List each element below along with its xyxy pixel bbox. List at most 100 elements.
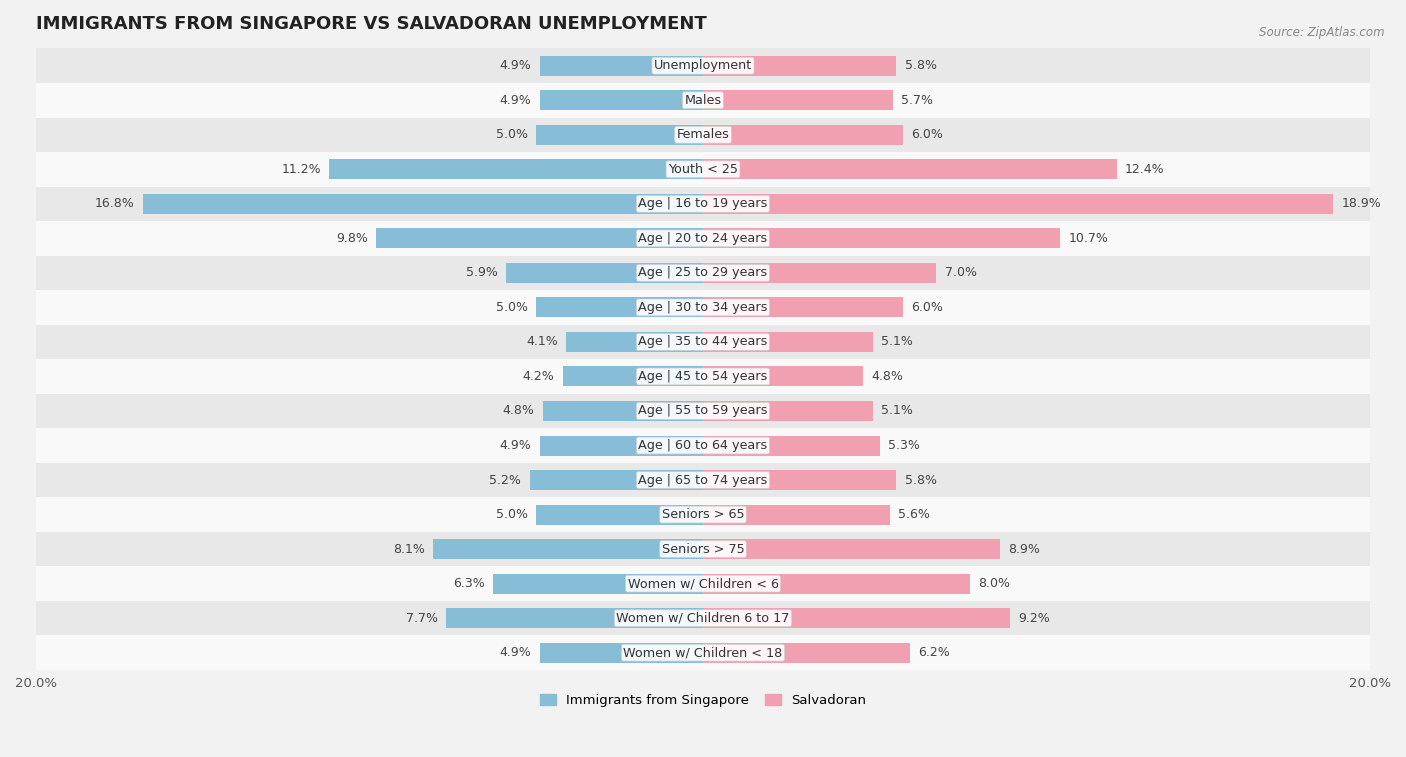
Bar bbox=[0, 48, 1406, 83]
Bar bbox=[0, 256, 1406, 290]
Bar bbox=[703, 194, 1333, 213]
Text: 11.2%: 11.2% bbox=[281, 163, 321, 176]
Bar bbox=[703, 401, 873, 421]
Bar bbox=[0, 325, 1406, 359]
Text: Women w/ Children < 18: Women w/ Children < 18 bbox=[623, 646, 783, 659]
Text: 8.0%: 8.0% bbox=[979, 577, 1010, 590]
Text: 8.9%: 8.9% bbox=[1008, 543, 1040, 556]
Text: 9.8%: 9.8% bbox=[336, 232, 368, 245]
Text: Males: Males bbox=[685, 94, 721, 107]
Text: 6.0%: 6.0% bbox=[911, 128, 943, 142]
Bar bbox=[703, 263, 936, 283]
Text: 4.1%: 4.1% bbox=[526, 335, 558, 348]
Bar bbox=[703, 229, 1060, 248]
Text: 6.2%: 6.2% bbox=[918, 646, 950, 659]
Text: Age | 16 to 19 years: Age | 16 to 19 years bbox=[638, 198, 768, 210]
Bar bbox=[0, 83, 1406, 117]
Text: 7.0%: 7.0% bbox=[945, 266, 977, 279]
Text: 5.8%: 5.8% bbox=[905, 59, 936, 72]
Bar bbox=[0, 532, 1406, 566]
Text: 4.8%: 4.8% bbox=[503, 404, 534, 418]
Bar bbox=[703, 505, 890, 525]
Bar bbox=[540, 56, 703, 76]
Bar bbox=[0, 566, 1406, 601]
Text: 4.8%: 4.8% bbox=[872, 370, 903, 383]
Bar bbox=[329, 159, 703, 179]
Text: 7.7%: 7.7% bbox=[406, 612, 437, 625]
Bar bbox=[543, 401, 703, 421]
Text: Seniors > 65: Seniors > 65 bbox=[662, 508, 744, 521]
Bar bbox=[0, 463, 1406, 497]
Text: 16.8%: 16.8% bbox=[94, 198, 135, 210]
Bar bbox=[703, 90, 893, 111]
Bar bbox=[0, 221, 1406, 256]
Text: Age | 55 to 59 years: Age | 55 to 59 years bbox=[638, 404, 768, 418]
Bar bbox=[567, 332, 703, 352]
Text: 6.3%: 6.3% bbox=[453, 577, 485, 590]
Text: IMMIGRANTS FROM SINGAPORE VS SALVADORAN UNEMPLOYMENT: IMMIGRANTS FROM SINGAPORE VS SALVADORAN … bbox=[37, 15, 707, 33]
Text: Youth < 25: Youth < 25 bbox=[668, 163, 738, 176]
Bar bbox=[0, 152, 1406, 186]
Bar bbox=[0, 359, 1406, 394]
Text: Unemployment: Unemployment bbox=[654, 59, 752, 72]
Bar bbox=[540, 90, 703, 111]
Text: Females: Females bbox=[676, 128, 730, 142]
Bar bbox=[506, 263, 703, 283]
Text: Age | 20 to 24 years: Age | 20 to 24 years bbox=[638, 232, 768, 245]
Bar bbox=[703, 435, 880, 456]
Text: Age | 35 to 44 years: Age | 35 to 44 years bbox=[638, 335, 768, 348]
Text: 5.3%: 5.3% bbox=[889, 439, 920, 452]
Bar bbox=[703, 470, 897, 490]
Bar bbox=[703, 574, 970, 593]
Bar bbox=[536, 298, 703, 317]
Legend: Immigrants from Singapore, Salvadoran: Immigrants from Singapore, Salvadoran bbox=[540, 694, 866, 707]
Bar bbox=[0, 428, 1406, 463]
Text: 9.2%: 9.2% bbox=[1018, 612, 1050, 625]
Bar bbox=[536, 125, 703, 145]
Bar bbox=[703, 643, 910, 662]
Text: Women w/ Children < 6: Women w/ Children < 6 bbox=[627, 577, 779, 590]
Bar bbox=[494, 574, 703, 593]
Bar bbox=[703, 539, 1000, 559]
Bar bbox=[562, 366, 703, 387]
Bar bbox=[446, 608, 703, 628]
Text: Age | 25 to 29 years: Age | 25 to 29 years bbox=[638, 266, 768, 279]
Bar bbox=[0, 635, 1406, 670]
Text: 4.2%: 4.2% bbox=[523, 370, 554, 383]
Bar bbox=[703, 56, 897, 76]
Text: 5.1%: 5.1% bbox=[882, 335, 914, 348]
Text: Age | 30 to 34 years: Age | 30 to 34 years bbox=[638, 301, 768, 314]
Text: 5.1%: 5.1% bbox=[882, 404, 914, 418]
Text: 5.0%: 5.0% bbox=[496, 301, 527, 314]
Text: 5.2%: 5.2% bbox=[489, 474, 522, 487]
Text: 5.7%: 5.7% bbox=[901, 94, 934, 107]
Bar bbox=[703, 366, 863, 387]
Text: 5.9%: 5.9% bbox=[465, 266, 498, 279]
Text: 18.9%: 18.9% bbox=[1341, 198, 1382, 210]
Text: Source: ZipAtlas.com: Source: ZipAtlas.com bbox=[1260, 26, 1385, 39]
Bar bbox=[0, 394, 1406, 428]
Bar bbox=[540, 435, 703, 456]
Text: Age | 65 to 74 years: Age | 65 to 74 years bbox=[638, 474, 768, 487]
Text: 10.7%: 10.7% bbox=[1069, 232, 1108, 245]
Text: 4.9%: 4.9% bbox=[499, 439, 531, 452]
Bar bbox=[540, 643, 703, 662]
Text: Age | 45 to 54 years: Age | 45 to 54 years bbox=[638, 370, 768, 383]
Text: 4.9%: 4.9% bbox=[499, 59, 531, 72]
Bar bbox=[0, 117, 1406, 152]
Bar bbox=[703, 332, 873, 352]
Text: Age | 60 to 64 years: Age | 60 to 64 years bbox=[638, 439, 768, 452]
Bar bbox=[536, 505, 703, 525]
Bar bbox=[0, 186, 1406, 221]
Bar bbox=[0, 290, 1406, 325]
Bar bbox=[0, 497, 1406, 532]
Text: 5.6%: 5.6% bbox=[898, 508, 929, 521]
Bar bbox=[143, 194, 703, 213]
Text: 6.0%: 6.0% bbox=[911, 301, 943, 314]
Bar bbox=[0, 601, 1406, 635]
Text: Seniors > 75: Seniors > 75 bbox=[662, 543, 744, 556]
Bar bbox=[703, 159, 1116, 179]
Text: 4.9%: 4.9% bbox=[499, 646, 531, 659]
Text: 5.0%: 5.0% bbox=[496, 128, 527, 142]
Text: Women w/ Children 6 to 17: Women w/ Children 6 to 17 bbox=[616, 612, 790, 625]
